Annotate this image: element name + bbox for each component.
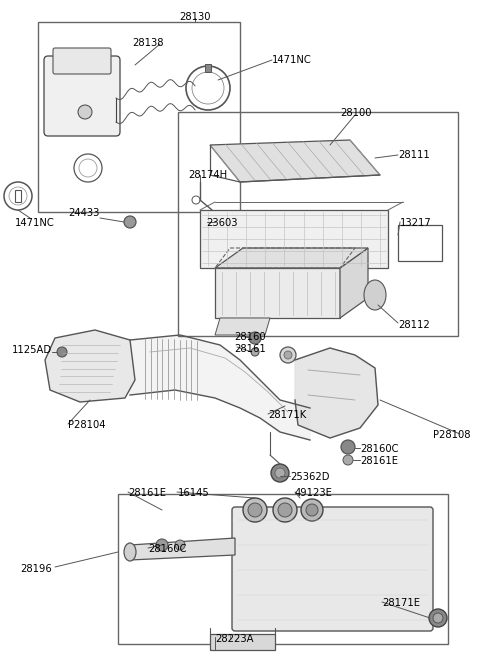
Text: 1471NC: 1471NC	[272, 55, 312, 65]
Circle shape	[57, 347, 67, 357]
Circle shape	[249, 332, 261, 344]
Bar	[178, 112, 458, 336]
Text: 28161: 28161	[234, 344, 266, 354]
FancyBboxPatch shape	[232, 507, 433, 631]
Circle shape	[278, 503, 292, 517]
Text: 28223A: 28223A	[215, 634, 253, 644]
Circle shape	[433, 613, 443, 623]
Circle shape	[175, 540, 185, 550]
Circle shape	[273, 498, 297, 522]
Text: 28171K: 28171K	[268, 410, 306, 420]
Text: 28160C: 28160C	[148, 544, 187, 554]
Polygon shape	[130, 335, 310, 440]
Text: 28112: 28112	[398, 320, 430, 330]
Circle shape	[306, 504, 318, 516]
Circle shape	[429, 609, 447, 627]
Text: 16145: 16145	[178, 488, 210, 498]
Circle shape	[284, 351, 292, 359]
Circle shape	[78, 105, 92, 119]
Circle shape	[280, 347, 296, 363]
Circle shape	[243, 498, 267, 522]
Polygon shape	[210, 140, 380, 182]
Text: 28161E: 28161E	[128, 488, 166, 498]
Text: 23603: 23603	[206, 218, 238, 228]
Text: 1125AD: 1125AD	[12, 345, 52, 355]
Circle shape	[301, 499, 323, 521]
Circle shape	[156, 539, 168, 551]
Bar	[205, 64, 211, 72]
Text: 24433: 24433	[69, 208, 100, 218]
Ellipse shape	[124, 543, 136, 561]
Circle shape	[343, 455, 353, 465]
Circle shape	[275, 468, 285, 478]
Circle shape	[248, 503, 262, 517]
Circle shape	[271, 464, 289, 482]
Text: 28196: 28196	[20, 564, 52, 574]
Text: P28108: P28108	[432, 430, 470, 440]
Text: 28174H: 28174H	[188, 170, 227, 180]
Polygon shape	[215, 318, 270, 335]
Text: 28138: 28138	[132, 38, 164, 48]
Polygon shape	[215, 268, 340, 318]
Text: 28100: 28100	[340, 108, 372, 118]
Bar	[15, 190, 21, 202]
Polygon shape	[340, 248, 368, 318]
Polygon shape	[130, 538, 235, 560]
Text: 28130: 28130	[179, 12, 211, 22]
Text: 28160: 28160	[234, 332, 265, 342]
Ellipse shape	[364, 280, 386, 310]
Bar	[200, 210, 388, 268]
Polygon shape	[295, 348, 378, 438]
Text: 13217: 13217	[400, 218, 432, 228]
Text: 49123E: 49123E	[295, 488, 333, 498]
Bar	[398, 225, 442, 261]
Bar	[38, 22, 240, 212]
Circle shape	[341, 440, 355, 454]
Bar	[210, 634, 275, 650]
Polygon shape	[45, 330, 135, 402]
FancyBboxPatch shape	[53, 48, 111, 74]
Text: P28104: P28104	[68, 420, 106, 430]
Text: 1471NC: 1471NC	[15, 218, 55, 228]
Text: 28160C: 28160C	[360, 444, 398, 454]
Text: 28171E: 28171E	[382, 598, 420, 608]
Circle shape	[124, 216, 136, 228]
Text: 25362D: 25362D	[290, 472, 329, 482]
Polygon shape	[210, 140, 380, 182]
Polygon shape	[215, 248, 368, 268]
Text: 28111: 28111	[398, 150, 430, 160]
Circle shape	[251, 348, 259, 356]
FancyBboxPatch shape	[44, 56, 120, 136]
Text: 28161E: 28161E	[360, 456, 398, 466]
Bar	[118, 494, 448, 644]
